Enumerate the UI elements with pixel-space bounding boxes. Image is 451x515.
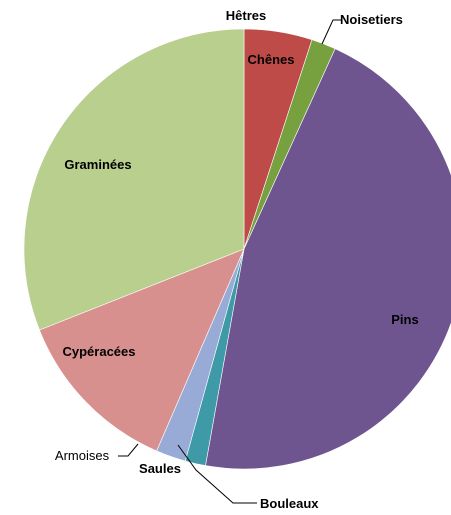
label-pins: Pins: [391, 312, 418, 327]
leader-line-noisetiers: [321, 19, 341, 45]
slice-graminees: [23, 28, 245, 331]
slice-cyperacees: [39, 248, 245, 452]
label-armoises: Armoises: [55, 448, 110, 463]
label-saules: Saules: [139, 461, 181, 476]
label-cyperacees: Cypéracées: [63, 344, 136, 359]
label-hetres: Hêtres: [226, 8, 266, 23]
label-bouleaux: Bouleaux: [260, 496, 319, 511]
pie-slices: [23, 28, 451, 470]
label-graminees: Graminées: [64, 157, 131, 172]
leader-line-armoises: [118, 443, 139, 457]
leader-line-bouleaux: [177, 444, 257, 504]
slice-pins: [205, 48, 451, 470]
label-noisetiers: Noisetiers: [340, 12, 403, 27]
label-chenes: Chênes: [248, 52, 295, 67]
